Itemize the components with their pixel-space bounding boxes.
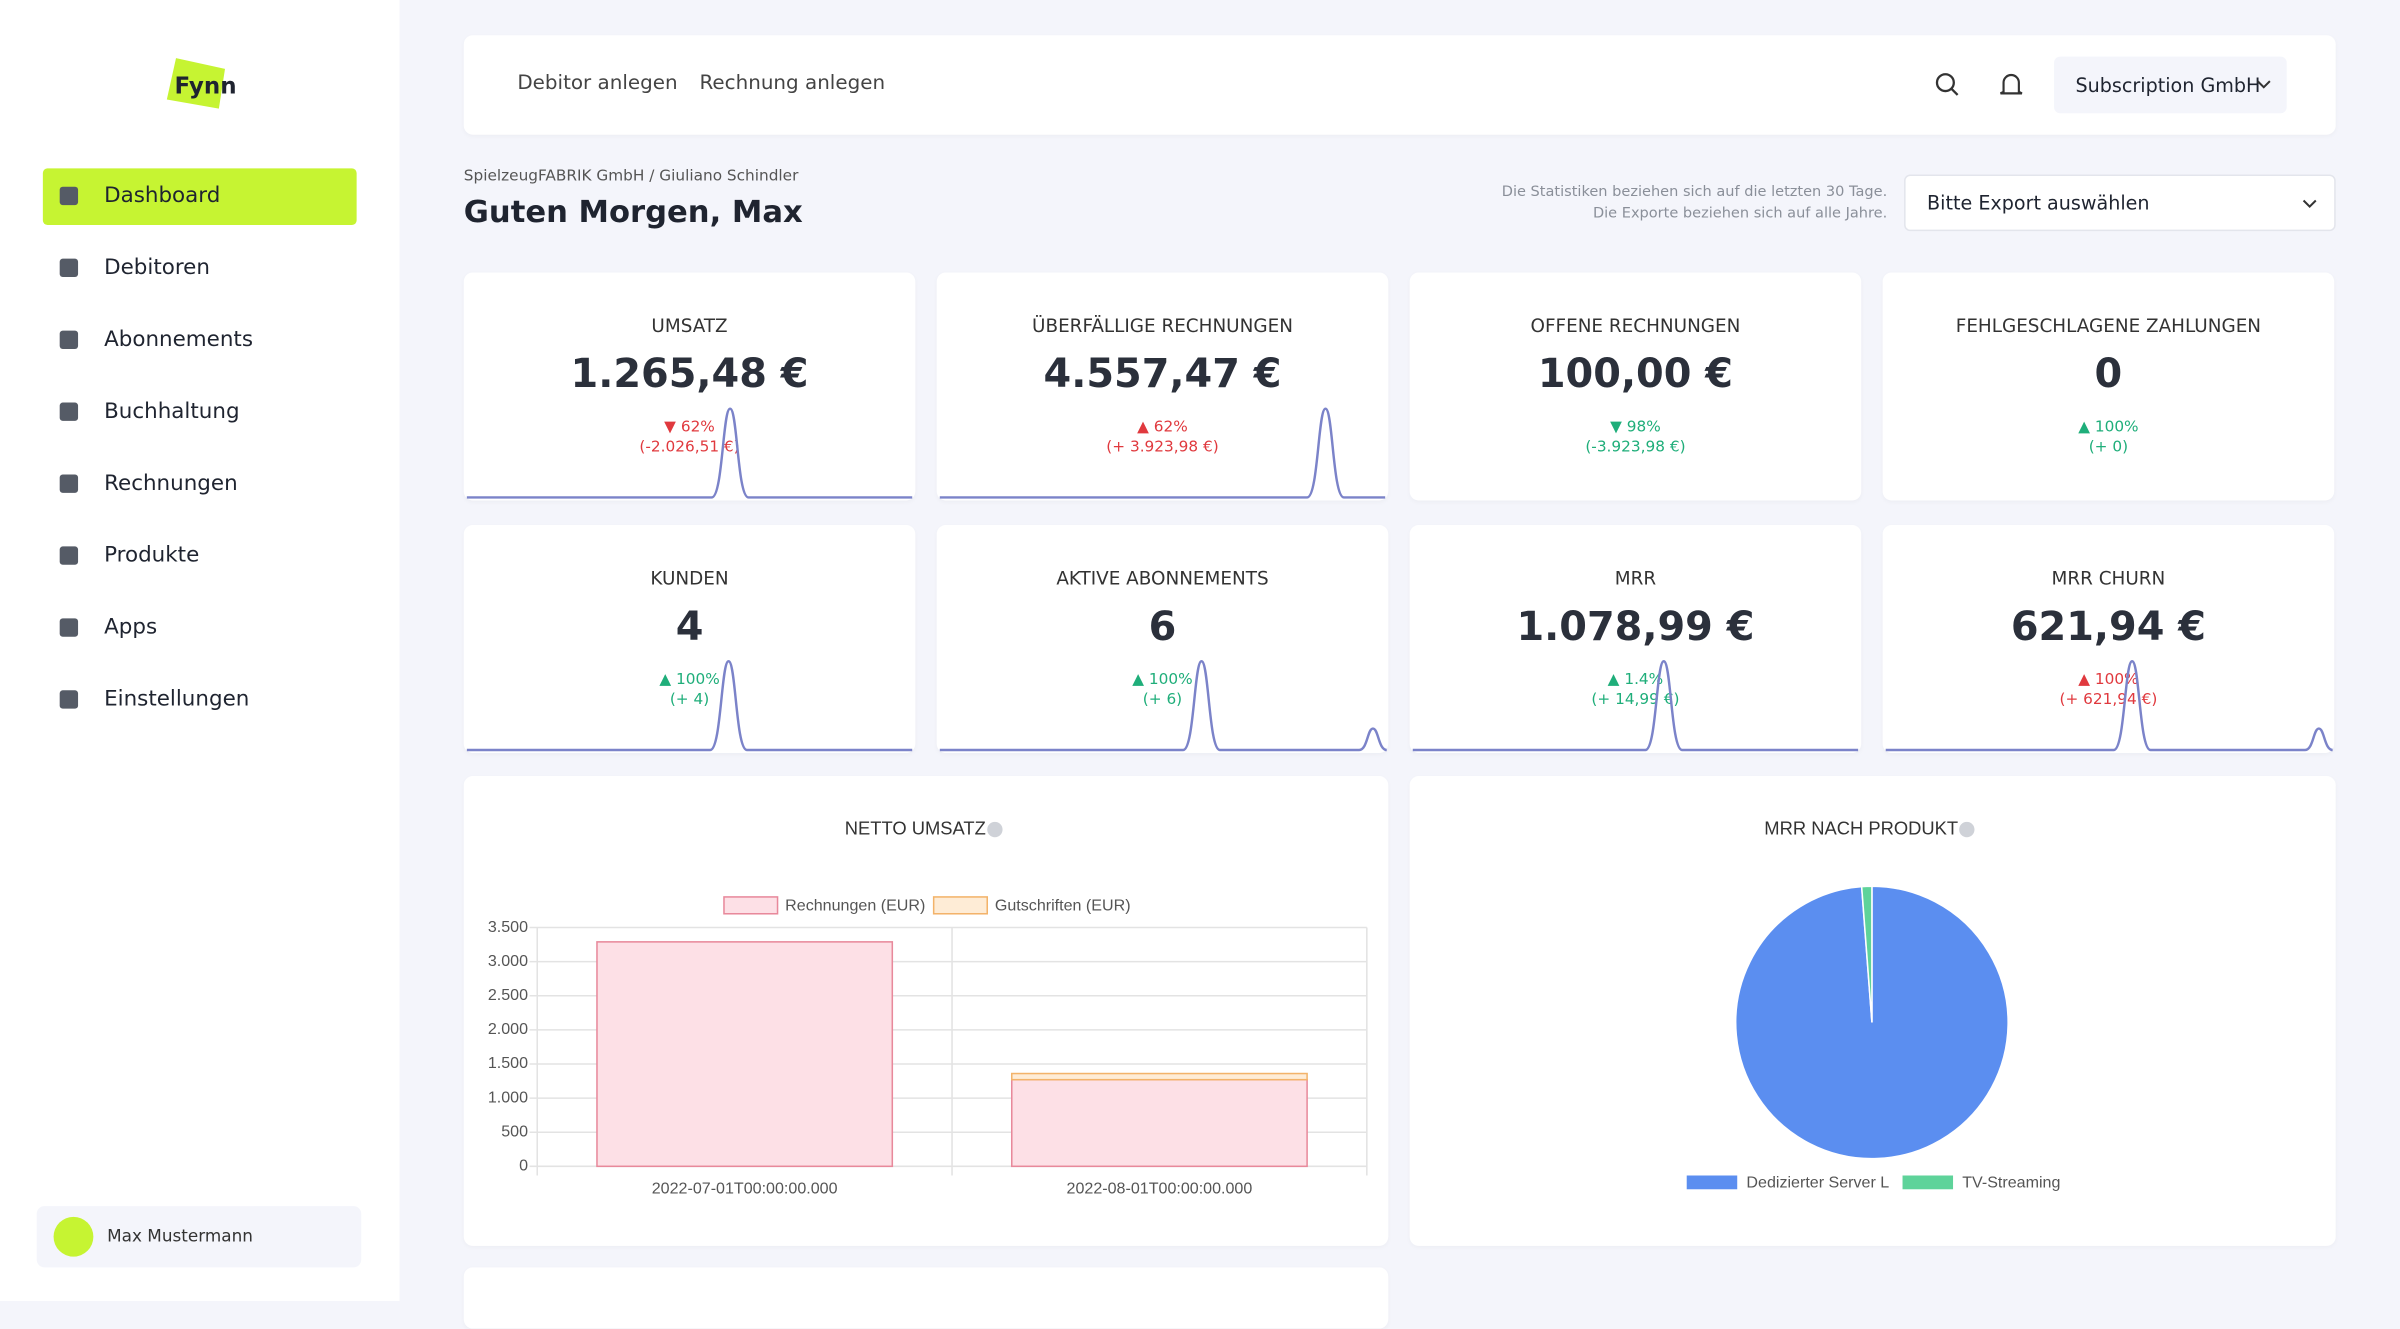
export-select[interactable]: Bitte Export auswählen xyxy=(1904,174,2336,232)
stat-card: UMSATZ 1.265,48 € 62% (-2.026,51 €) xyxy=(463,272,916,501)
user-name: Max Mustermann xyxy=(107,1226,253,1246)
stat-percent: 1.4% xyxy=(1410,672,1862,689)
stat-label: FEHLGESCHLAGENE ZAHLUNGEN xyxy=(1955,315,2262,337)
app: Fynn Dashboard Debitoren Abonnements Buchha… xyxy=(0,0,2400,1301)
stat-label: AKTIVE ABONNEMENTS xyxy=(1056,567,1269,590)
stat-card: AKTIVE ABONNEMENTS 6 100% (+ 6) xyxy=(936,524,1389,754)
stat-label: ÜBERFÄLLIGE RECHNUNGEN xyxy=(1032,315,1293,337)
stat-card: KUNDEN 4 100% (+ 4) xyxy=(463,524,916,754)
stat-delta: (+ 0) xyxy=(2088,439,2129,457)
topbar-icons xyxy=(1935,73,2023,96)
nav-icon xyxy=(59,330,79,349)
user-box[interactable]: Max Mustermann xyxy=(36,1206,362,1268)
nav-label: Einstellungen xyxy=(104,687,250,712)
topbar: Debitor anlegen Rechnung anlegen Subscri… xyxy=(463,35,2336,135)
nav-label: Rechnungen xyxy=(104,471,238,496)
chevron xyxy=(2302,199,2317,209)
nav-icon xyxy=(59,546,79,565)
stat-percent: 100% xyxy=(1883,419,2335,436)
stat-card: MRR CHURN 621,94 € 100% (+ 621,94 €) xyxy=(1882,524,2335,754)
stat-delta: (+ 6) xyxy=(1142,691,1183,709)
stat-delta: (-3.923,98 €) xyxy=(1585,439,1686,457)
stat-percent: 62% xyxy=(464,419,916,436)
stat-percent: 100% xyxy=(937,672,1389,689)
nav-label: Apps xyxy=(104,615,158,640)
sidebar: Fynn Dashboard Debitoren Abonnements Buchha… xyxy=(0,0,400,1302)
stat-label: KUNDEN xyxy=(650,567,729,590)
stat-percent: 62% xyxy=(937,419,1389,436)
stat-value: 4 xyxy=(675,604,704,651)
card xyxy=(463,1267,1389,1329)
note: Die Statistiken beziehen sich auf die le… xyxy=(1502,182,1887,225)
pie-chart-card xyxy=(1409,776,2336,1246)
nav-icon xyxy=(59,690,79,709)
stat-label: OFFENE RECHNUNGEN xyxy=(1530,315,1741,337)
avatar xyxy=(53,1216,94,1257)
nav-label: Dashboard xyxy=(104,183,221,209)
company: Subscription GmbH xyxy=(2075,73,2261,97)
topbar-action[interactable]: Rechnung anlegen xyxy=(699,71,886,95)
stat-value: 100,00 € xyxy=(1537,352,1733,398)
stat-percent: 100% xyxy=(464,672,916,689)
stat-card: ÜBERFÄLLIGE RECHNUNGEN 4.557,47 € 62% (+ 3.… xyxy=(936,272,1389,501)
nav-icon xyxy=(59,402,79,421)
nav-label: Produkte xyxy=(104,543,200,568)
nav-item[interactable]: Dashboard xyxy=(42,168,357,225)
logo-mark xyxy=(166,58,225,109)
nav-label: Debitoren xyxy=(104,255,210,281)
stat-label: MRR xyxy=(1614,567,1657,590)
note-line: Die Exporte beziehen sich auf alle Jahre… xyxy=(1592,205,1888,222)
stat-delta: (+ 4) xyxy=(669,691,710,709)
nav-item[interactable]: Abonnements xyxy=(43,312,357,369)
stat-card: FEHLGESCHLAGENE ZAHLUNGEN 0 100% (+ 0) xyxy=(1882,272,2335,501)
stat-delta: (+ 621,94 €) xyxy=(2059,691,2158,709)
nav-item[interactable]: Produkte xyxy=(43,528,357,585)
stat-percent: 98% xyxy=(1410,419,1862,436)
stat-delta: (+ 3.923,98 €) xyxy=(1106,439,1219,457)
nav-icon xyxy=(59,474,79,493)
stat-card: MRR 1.078,99 € 1.4% (+ 14,99 €) xyxy=(1409,524,1862,754)
stat-label: UMSATZ xyxy=(651,315,728,337)
greeting: Guten Morgen, Max xyxy=(463,192,803,230)
stat-value: 1.265,48 € xyxy=(570,352,809,398)
stat-value: 621,94 € xyxy=(2010,604,2206,651)
stat-value: 6 xyxy=(1148,604,1177,651)
nav-item[interactable]: Rechnungen xyxy=(43,456,357,513)
nav-item[interactable]: Apps xyxy=(43,600,357,657)
stat-value: 1.078,99 € xyxy=(1516,604,1755,651)
export-label: Bitte Export auswählen xyxy=(1927,191,2150,215)
nav-item[interactable]: Debitoren xyxy=(43,240,357,297)
breadcrumb: SpielzeugFABRIK GmbH / Giuliano Schindle… xyxy=(463,168,799,186)
stat-delta: (+ 14,99 €) xyxy=(1591,691,1680,709)
nav-icon xyxy=(59,258,79,278)
nav-icon xyxy=(59,618,79,637)
nav-label: Buchhaltung xyxy=(104,399,240,424)
logo: Fynn xyxy=(174,71,237,100)
note-line: Die Statistiken beziehen sich auf die le… xyxy=(1501,183,1888,201)
stat-value: 4.557,47 € xyxy=(1043,352,1282,398)
stat-delta: (-2.026,51 €) xyxy=(639,439,740,457)
chevron xyxy=(2256,80,2271,89)
stat-label: MRR CHURN xyxy=(2051,567,2166,590)
bar-chart-card xyxy=(463,776,1389,1246)
stat-card: OFFENE RECHNUNGEN 100,00 € 98% (-3.923,98 €… xyxy=(1409,272,1862,501)
stat-percent: 100% xyxy=(1883,672,2335,689)
nav-icon xyxy=(59,186,79,206)
nav-item[interactable]: Buchhaltung xyxy=(43,384,357,441)
company-select[interactable]: Subscription GmbH xyxy=(2054,56,2287,114)
page: Fynn Dashboard Debitoren Abonnements Buchha… xyxy=(0,0,2400,1301)
nav-item[interactable]: Einstellungen xyxy=(43,672,357,729)
topbar-action[interactable]: Debitor anlegen xyxy=(517,71,678,95)
nav-label: Abonnements xyxy=(104,327,254,353)
stat-value: 0 xyxy=(2094,352,2123,398)
